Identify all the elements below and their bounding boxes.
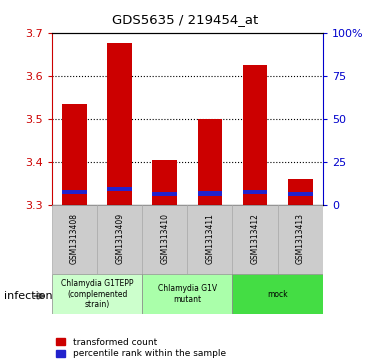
- Bar: [152, 192, 177, 196]
- Bar: [197, 191, 222, 196]
- Text: Chlamydia G1TEPP
(complemented
strain): Chlamydia G1TEPP (complemented strain): [61, 279, 133, 309]
- Bar: [278, 205, 323, 274]
- Text: infection: infection: [4, 291, 52, 301]
- Bar: [243, 65, 267, 205]
- Text: GSM1313410: GSM1313410: [160, 213, 169, 264]
- Bar: [97, 205, 142, 274]
- Bar: [233, 274, 323, 314]
- Bar: [107, 187, 132, 191]
- Bar: [288, 179, 313, 205]
- Text: GSM1313412: GSM1313412: [250, 213, 260, 264]
- Text: GSM1313413: GSM1313413: [296, 213, 305, 264]
- Bar: [62, 104, 87, 205]
- Bar: [288, 192, 313, 196]
- Text: Chlamydia G1V
mutant: Chlamydia G1V mutant: [158, 284, 217, 304]
- Bar: [142, 274, 233, 314]
- Bar: [233, 205, 278, 274]
- Bar: [52, 205, 97, 274]
- Bar: [107, 44, 132, 205]
- Bar: [52, 274, 142, 314]
- Text: GSM1313409: GSM1313409: [115, 213, 124, 264]
- Bar: [243, 190, 267, 194]
- Text: GDS5635 / 219454_at: GDS5635 / 219454_at: [112, 13, 259, 26]
- Bar: [197, 119, 222, 205]
- Bar: [152, 160, 177, 205]
- Text: mock: mock: [267, 290, 288, 298]
- Bar: [62, 190, 87, 194]
- Bar: [187, 205, 233, 274]
- Legend: transformed count, percentile rank within the sample: transformed count, percentile rank withi…: [56, 338, 226, 359]
- Bar: [142, 205, 187, 274]
- Text: GSM1313411: GSM1313411: [206, 213, 214, 264]
- Text: GSM1313408: GSM1313408: [70, 213, 79, 264]
